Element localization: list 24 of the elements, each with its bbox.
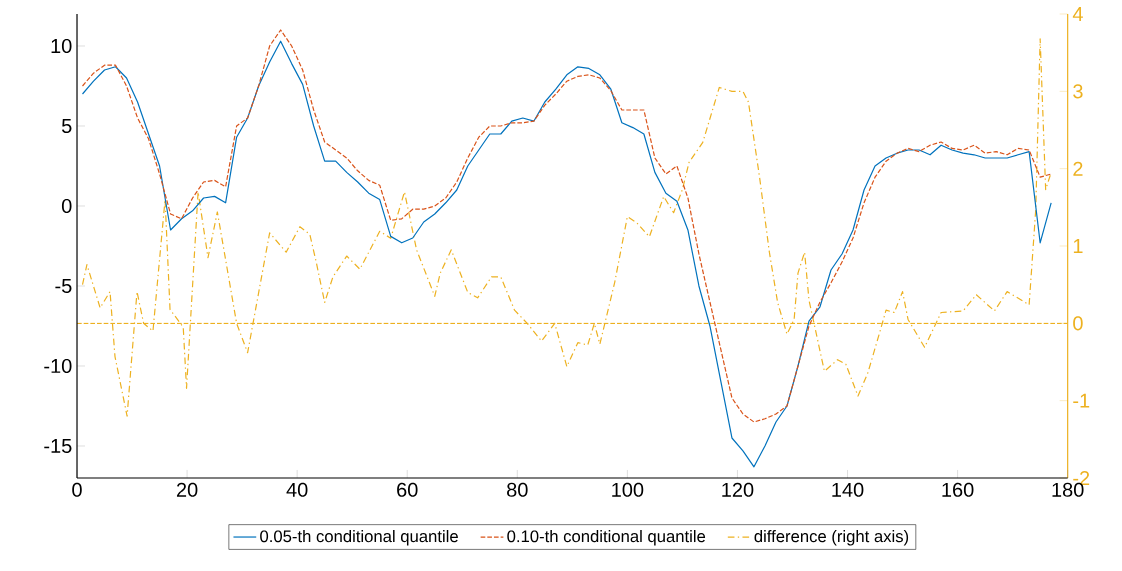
y-tick-label: -15 — [44, 439, 72, 453]
legend-label: difference (right axis) — [754, 529, 909, 546]
x-tick-label: 0 — [72, 482, 82, 497]
legend-label: 0.05-th conditional quantile — [260, 529, 458, 546]
x-tick-label: 120 — [722, 482, 754, 497]
x-tick-label: 20 — [176, 482, 198, 497]
x-tick-label: 140 — [832, 482, 864, 497]
y2-tick-label: 0 — [1073, 316, 1083, 331]
x-tick-label: 160 — [942, 482, 974, 497]
y-tick-label: -5 — [55, 279, 72, 293]
y-tick-label: 0 — [61, 198, 72, 214]
x-tick-label: 60 — [397, 482, 418, 497]
x-tick-label: 40 — [286, 482, 308, 497]
y-tick-label: -10 — [44, 358, 72, 374]
y2-tick-label: 4 — [1072, 7, 1083, 21]
y2-tick-label: 1 — [1073, 239, 1083, 253]
legend-label: 0.10-th conditional quantile — [507, 529, 706, 546]
y-tick-label: 10 — [51, 38, 72, 54]
y-tick-label: 5 — [61, 119, 72, 133]
y2-tick-label: -1 — [1073, 393, 1090, 408]
x-tick-label: 100 — [612, 482, 644, 497]
y2-tick-label: 2 — [1073, 161, 1083, 176]
y2-tick-label: 3 — [1073, 84, 1083, 99]
x-tick-label: 80 — [507, 482, 528, 497]
